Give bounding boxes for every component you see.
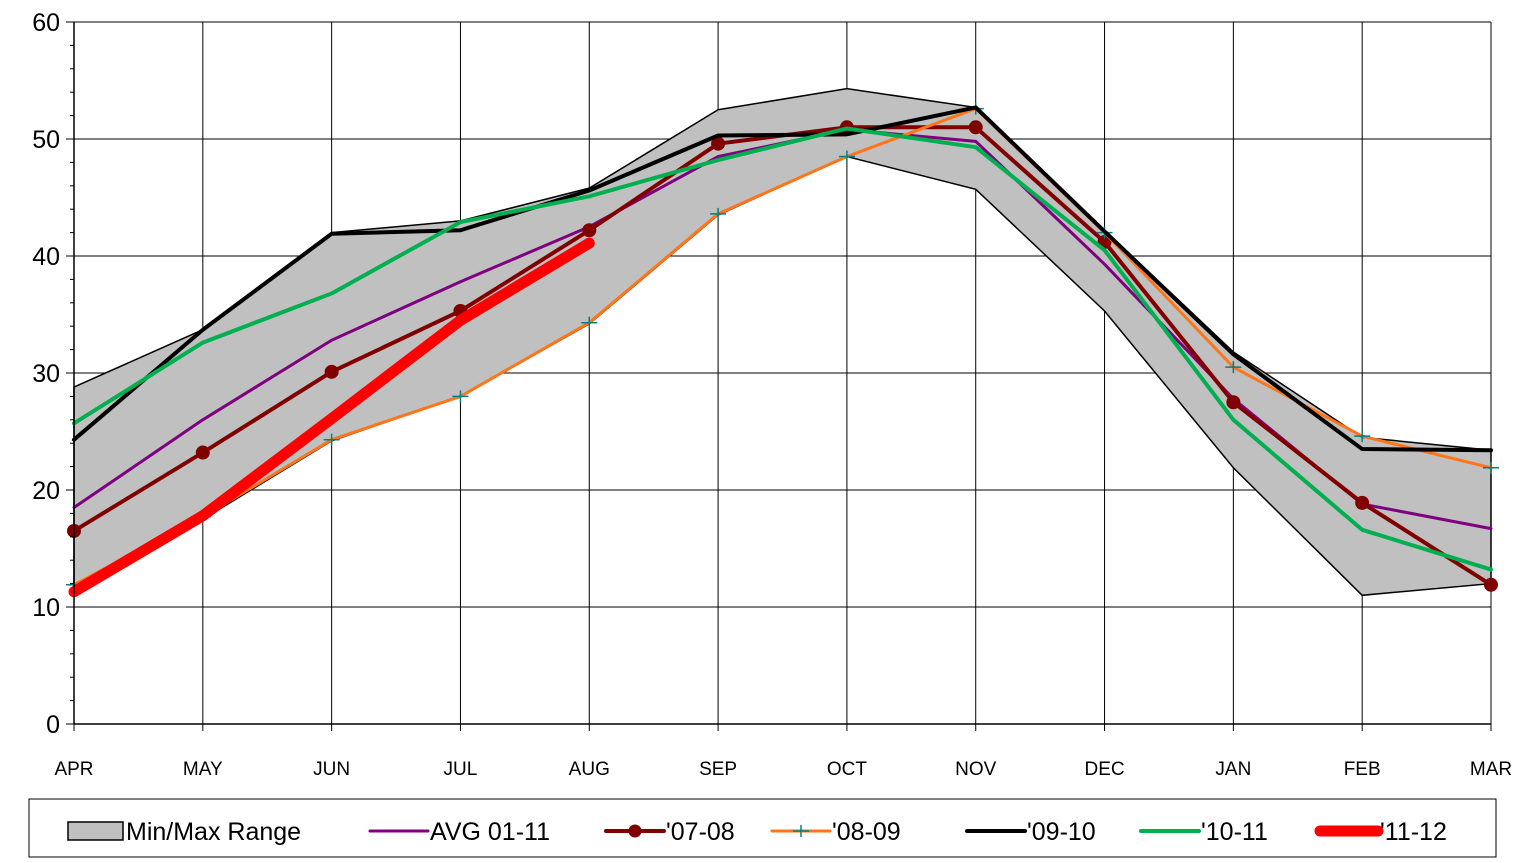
legend-label: '11-12 xyxy=(1380,818,1447,846)
series-5 xyxy=(68,237,595,598)
legend-marker xyxy=(628,824,642,838)
data-point xyxy=(582,223,597,238)
x-tick-label: SEP xyxy=(699,759,737,780)
y-tick-label: 30 xyxy=(32,360,60,388)
data-point xyxy=(324,364,339,379)
data-point xyxy=(452,390,469,403)
data-point xyxy=(1354,430,1371,443)
legend-label: '10-11 xyxy=(1201,818,1268,846)
y-tick-label: 60 xyxy=(32,9,60,37)
x-tick-label: FEB xyxy=(1344,759,1381,780)
x-tick-label: JAN xyxy=(1215,759,1251,780)
min-max-range-area xyxy=(73,87,1492,597)
data-point xyxy=(1355,495,1370,510)
data-point xyxy=(1483,461,1499,474)
legend-swatch xyxy=(67,821,124,841)
legend-label: '08-09 xyxy=(832,818,901,846)
range-area xyxy=(73,87,1492,597)
y-tick-label: 0 xyxy=(46,711,60,739)
data-point xyxy=(581,316,598,329)
y-tick-label: 10 xyxy=(32,594,60,622)
x-tick-label: MAR xyxy=(1470,759,1512,780)
legend-item: '11-12 xyxy=(1314,818,1447,846)
y-tick-label: 20 xyxy=(32,477,60,505)
x-tick-label: MAY xyxy=(183,759,223,780)
data-point xyxy=(1225,361,1242,374)
y-tick-label: 50 xyxy=(32,126,60,154)
legend-box xyxy=(28,798,1497,858)
x-tick-label: OCT xyxy=(827,759,868,780)
data-point xyxy=(1226,395,1241,410)
legend-label: Min/Max Range xyxy=(126,818,301,846)
data-point xyxy=(968,120,983,135)
legend-item: '09-10 xyxy=(965,818,1096,846)
x-tick-label: JUL xyxy=(444,759,478,780)
x-tick-label: JUN xyxy=(313,759,350,780)
data-point xyxy=(323,433,340,446)
series-line xyxy=(72,126,1493,572)
data-point xyxy=(195,445,210,460)
data-point xyxy=(1484,577,1498,592)
legend-label: '09-10 xyxy=(1027,818,1096,846)
y-tick-label: 40 xyxy=(32,243,60,271)
x-tick-label: NOV xyxy=(955,759,997,780)
legend-item: Min/Max Range xyxy=(67,818,301,846)
x-tick-label: AUG xyxy=(569,759,610,780)
series-4 xyxy=(72,126,1493,572)
legend-item: '08-09 xyxy=(770,818,901,846)
x-tick-label: APR xyxy=(54,759,93,780)
legend-item: AVG 01-11 xyxy=(368,818,550,846)
legend: Min/Max Range AVG 01-11 '07-08 '08-09 '09-10… xyxy=(28,798,1497,858)
legend-label: '07-08 xyxy=(666,818,735,846)
series-group xyxy=(66,102,1499,598)
data-point xyxy=(838,150,855,163)
axes: 0 10 20 30 40 50 60 APR MAY JUN JUL AUG SEP OCT NOV DEC… xyxy=(32,9,1512,780)
legend-item: '10-11 xyxy=(1139,818,1268,846)
x-tick-label: DEC xyxy=(1084,759,1124,780)
series-3 xyxy=(72,105,1493,453)
legend-item: '07-08 xyxy=(604,818,735,846)
series-line xyxy=(72,107,1493,587)
series-line xyxy=(72,105,1493,453)
legend-label: AVG 01-11 xyxy=(430,818,550,846)
series-line xyxy=(68,237,595,598)
data-point xyxy=(710,207,727,220)
